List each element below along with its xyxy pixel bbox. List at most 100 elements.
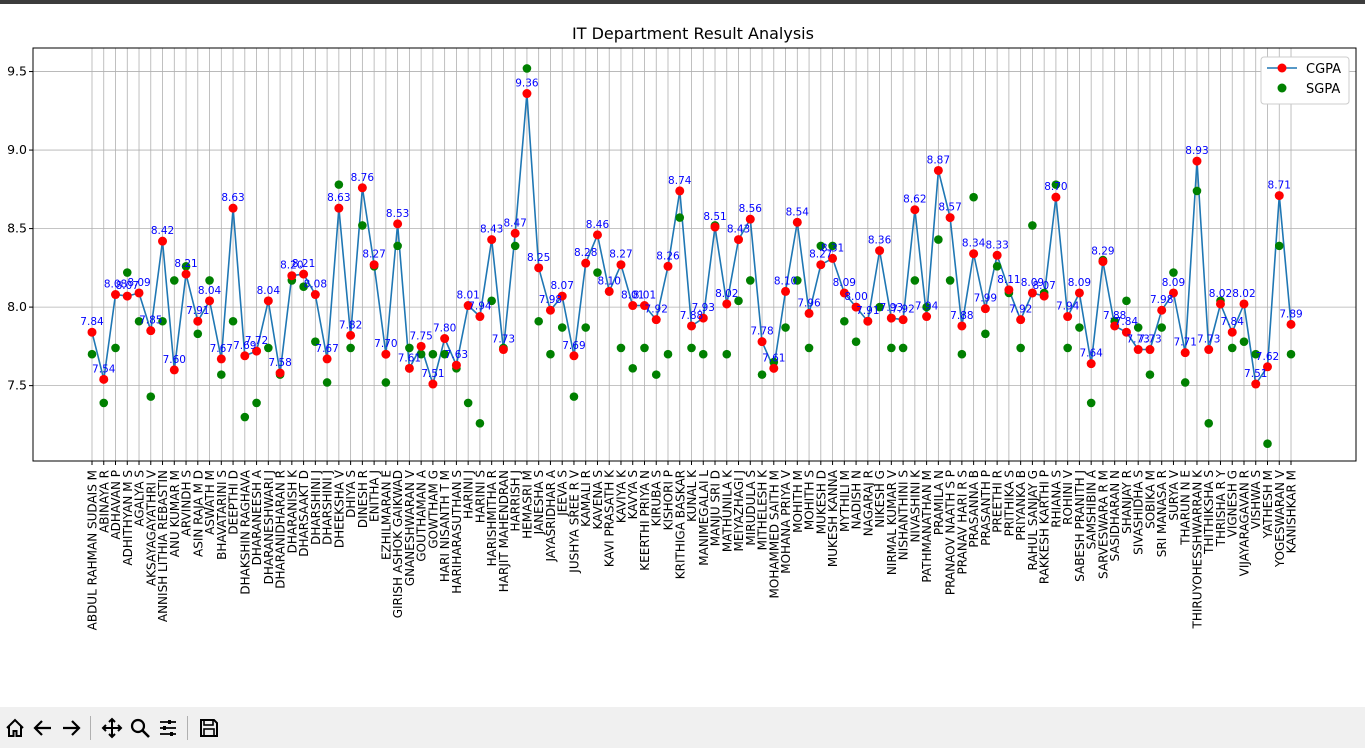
sgpa-point bbox=[651, 370, 661, 379]
cgpa-data-label: 8.27 bbox=[809, 249, 832, 261]
forward-button[interactable] bbox=[58, 715, 84, 741]
cgpa-point bbox=[522, 89, 532, 99]
sgpa-point bbox=[1063, 343, 1072, 353]
cgpa-point bbox=[1133, 345, 1143, 355]
cgpa-data-label: 8.04 bbox=[198, 285, 222, 297]
cgpa-point bbox=[781, 286, 791, 296]
cgpa-data-label: 8.26 bbox=[656, 250, 680, 262]
x-tick-label: THARUN N E bbox=[1179, 470, 1193, 546]
cgpa-data-label: 8.07 bbox=[1032, 280, 1055, 292]
cgpa-point bbox=[322, 354, 332, 364]
cgpa-data-label: 8.11 bbox=[997, 274, 1020, 286]
cgpa-data-label: 7.75 bbox=[409, 330, 432, 342]
sgpa-point bbox=[299, 282, 308, 291]
x-tick-label: GOUTHAMAN A bbox=[415, 469, 429, 561]
cgpa-data-label: 7.61 bbox=[762, 352, 785, 364]
cgpa-data-label: 8.70 bbox=[1044, 181, 1067, 193]
sgpa-point bbox=[1122, 296, 1131, 306]
legend-sgpa-label: SGPA bbox=[1306, 82, 1340, 97]
x-tick-label: MOHANA PRIYA V bbox=[779, 469, 793, 574]
x-tick-label: SURYA V bbox=[1167, 469, 1181, 520]
sgpa-point bbox=[1180, 378, 1190, 387]
pan-button[interactable] bbox=[99, 715, 125, 741]
cgpa-data-label: 7.91 bbox=[186, 305, 209, 317]
configure-subplots-button[interactable] bbox=[155, 715, 181, 741]
cgpa-point bbox=[1204, 345, 1214, 355]
cgpa-data-label: 7.67 bbox=[315, 343, 338, 355]
cgpa-point bbox=[1086, 359, 1096, 369]
cgpa-point bbox=[1180, 348, 1190, 358]
cgpa-point bbox=[1263, 362, 1272, 372]
x-tick-label: KIRUBA S bbox=[650, 470, 664, 526]
zoom-button[interactable] bbox=[127, 715, 153, 741]
cgpa-data-label: 7.88 bbox=[680, 310, 703, 322]
y-tick-label: 9.5 bbox=[7, 64, 27, 79]
cgpa-data-label: 8.01 bbox=[456, 290, 479, 302]
cgpa-point bbox=[910, 205, 920, 215]
cgpa-data-label: 8.25 bbox=[527, 252, 550, 264]
cgpa-point bbox=[475, 312, 485, 322]
cgpa-data-label: 7.84 bbox=[1221, 316, 1245, 328]
cgpa-point bbox=[757, 337, 767, 347]
legend: CGPA SGPA bbox=[1260, 56, 1350, 105]
sgpa-point bbox=[475, 419, 485, 428]
sgpa-point bbox=[87, 349, 97, 359]
x-tick-label: MUKESH KANNA bbox=[826, 469, 840, 567]
x-tick-label: ABDUL RAHMAN SUDAIS M bbox=[86, 470, 100, 630]
sgpa-point bbox=[181, 261, 191, 271]
sgpa-point bbox=[698, 349, 708, 359]
cgpa-data-label: 8.21 bbox=[292, 258, 315, 270]
cgpa-point bbox=[604, 286, 614, 296]
cgpa-data-label: 8.27 bbox=[362, 249, 385, 261]
sgpa-point bbox=[757, 370, 767, 379]
cgpa-data-label: 8.74 bbox=[668, 175, 692, 187]
home-button[interactable] bbox=[2, 715, 28, 741]
x-tick-label: SARVESWARA R M bbox=[1096, 470, 1110, 579]
cgpa-point bbox=[734, 235, 744, 245]
x-tick-label: HEMASRI M bbox=[520, 470, 534, 539]
sgpa-point bbox=[169, 276, 179, 285]
sgpa-point bbox=[358, 221, 367, 230]
sgpa-point bbox=[440, 349, 449, 359]
cgpa-data-label: 8.27 bbox=[609, 249, 632, 261]
cgpa-point bbox=[992, 250, 1002, 260]
cgpa-data-label: 8.76 bbox=[351, 172, 375, 184]
cgpa-data-label: 7.85 bbox=[139, 315, 162, 327]
x-tick-label: DHARSHINI J bbox=[309, 470, 323, 545]
sgpa-point bbox=[804, 343, 814, 353]
sgpa-point bbox=[1157, 323, 1167, 332]
x-tick-label: PRITHIKA S bbox=[1002, 470, 1016, 536]
cgpa-data-label: 7.89 bbox=[1279, 308, 1302, 320]
cgpa-data-label: 7.94 bbox=[1056, 301, 1080, 313]
x-tick-label: MOHITH S bbox=[803, 470, 817, 530]
cgpa-point bbox=[416, 341, 426, 351]
cgpa-point bbox=[216, 354, 226, 364]
cgpa-point bbox=[1016, 315, 1026, 325]
cgpa-data-label: 8.20 bbox=[280, 260, 303, 272]
x-tick-label: JAYASRIDHAR A bbox=[544, 469, 558, 562]
cgpa-data-label: 7.93 bbox=[880, 302, 903, 314]
cgpa-data-label: 8.47 bbox=[503, 217, 526, 229]
cgpa-data-label: 8.57 bbox=[938, 202, 961, 214]
cgpa-point bbox=[181, 269, 191, 279]
cgpa-data-label: 7.94 bbox=[915, 301, 939, 313]
sgpa-point bbox=[969, 192, 978, 202]
cgpa-point bbox=[1098, 257, 1108, 267]
sgpa-point bbox=[428, 349, 438, 359]
navigation-toolbar bbox=[0, 707, 1365, 748]
back-button[interactable] bbox=[30, 715, 56, 741]
cgpa-point bbox=[404, 363, 414, 373]
x-tick-label: SOBIKA M bbox=[1143, 470, 1157, 529]
save-button[interactable] bbox=[196, 715, 222, 741]
x-tick-label: EZHILMARAN E bbox=[379, 470, 393, 560]
x-tick-label: SIVASHIDHA S bbox=[1132, 470, 1146, 555]
cgpa-data-label: 8.54 bbox=[786, 206, 810, 218]
cgpa-point bbox=[839, 288, 849, 298]
cgpa-data-label: 8.63 bbox=[327, 192, 350, 204]
cgpa-point bbox=[933, 165, 943, 175]
cgpa-point bbox=[275, 368, 285, 378]
cgpa-point bbox=[1074, 288, 1084, 298]
cgpa-data-label: 8.09 bbox=[127, 277, 150, 289]
x-tick-label: KISHORI P bbox=[661, 470, 675, 530]
x-tick-label: JUSHYA SREE R V bbox=[567, 469, 581, 573]
